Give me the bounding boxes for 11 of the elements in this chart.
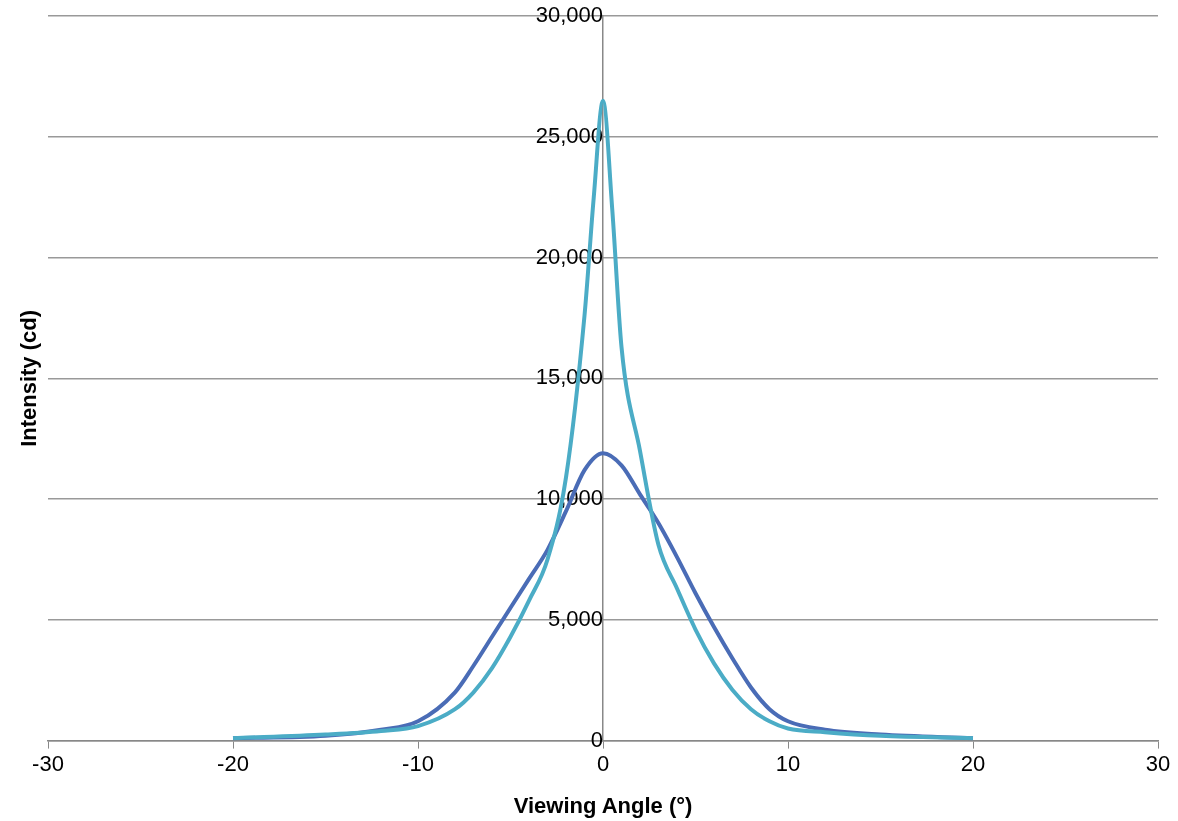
x-tick-label: 20	[960, 750, 986, 776]
y-axis-title: Intensity (cd)	[16, 309, 42, 447]
x-axis-title: Viewing Angle (°)	[513, 793, 693, 819]
x-tick-label: 30	[1145, 750, 1171, 776]
x-tick-label: -10	[402, 750, 434, 776]
y-tick-label: 5,000	[547, 605, 603, 631]
x-tick-label: 10	[775, 750, 801, 776]
y-tick-label: 0	[590, 726, 603, 752]
x-tick-label: -30	[32, 750, 64, 776]
x-tick-label: -20	[217, 750, 249, 776]
y-tick-label: 30,000	[535, 2, 603, 28]
